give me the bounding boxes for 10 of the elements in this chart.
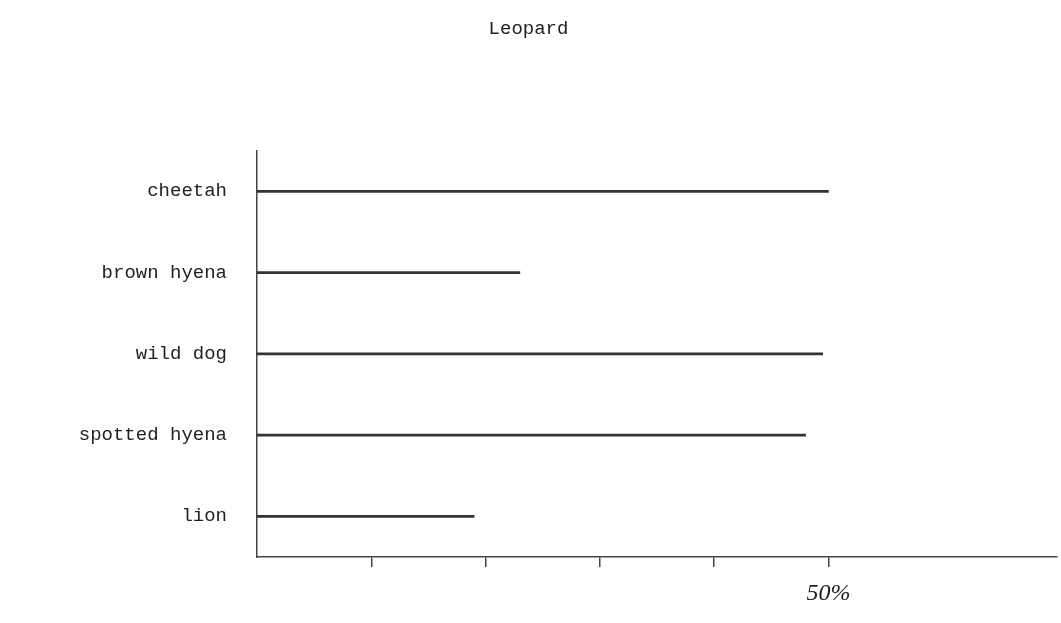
y-tick-label: cheetah <box>147 180 227 203</box>
x-tick-label: 50% <box>806 578 851 605</box>
y-tick-label: wild dog <box>135 342 227 365</box>
bar <box>257 515 475 518</box>
bar <box>257 271 521 274</box>
y-tick-label: lion <box>181 505 227 528</box>
bar <box>257 190 829 193</box>
y-tick-label: spotted hyena <box>78 424 227 447</box>
y-tick-label: brown hyena <box>101 261 227 284</box>
chart-title: Leopard <box>488 18 569 41</box>
